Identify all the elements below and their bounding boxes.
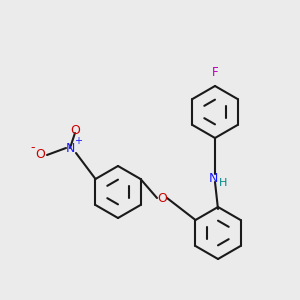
Text: F: F (212, 66, 218, 79)
Text: -: - (31, 142, 35, 154)
Text: O: O (157, 191, 167, 205)
Text: O: O (70, 124, 80, 136)
Text: +: + (74, 136, 82, 146)
Text: H: H (219, 178, 227, 188)
Text: N: N (65, 142, 75, 154)
Text: N: N (208, 172, 218, 185)
Text: O: O (35, 148, 45, 161)
